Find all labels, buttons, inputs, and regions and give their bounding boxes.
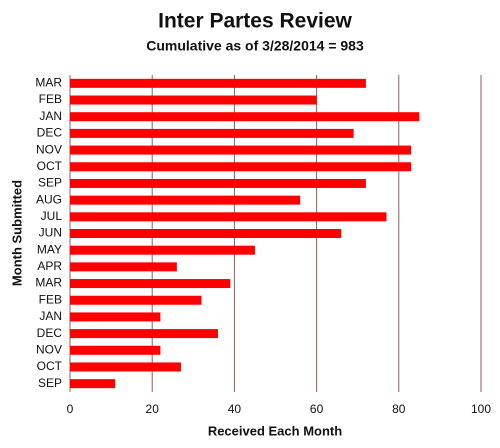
y-tick-label: AUG xyxy=(36,192,62,206)
y-tick-label: JAN xyxy=(39,309,62,323)
bar xyxy=(70,362,181,372)
bar xyxy=(70,262,177,272)
y-tick-label: SEP xyxy=(38,176,62,190)
y-tick-label: JUL xyxy=(41,209,63,223)
y-tick-label: DEC xyxy=(37,326,63,340)
bar xyxy=(70,112,420,122)
bar xyxy=(70,178,366,188)
bar xyxy=(70,162,412,172)
bar xyxy=(70,212,387,222)
y-tick-label: NOV xyxy=(36,342,62,356)
chart-title: Inter Partes Review xyxy=(158,10,352,33)
y-tick-label: OCT xyxy=(37,359,63,373)
x-tick-label: 0 xyxy=(67,402,74,416)
y-tick-label: FEB xyxy=(39,292,62,306)
bar xyxy=(70,329,218,339)
y-tick-label: MAY xyxy=(37,242,62,256)
bar xyxy=(70,245,255,255)
bar xyxy=(70,312,161,322)
x-axis-label: Received Each Month xyxy=(208,423,342,438)
y-tick-label: APR xyxy=(37,259,62,273)
bar xyxy=(70,95,317,105)
bar xyxy=(70,78,366,88)
y-tick-label: DEC xyxy=(37,126,63,140)
bar xyxy=(70,128,354,138)
x-tick-label: 60 xyxy=(310,402,324,416)
bar xyxy=(70,345,161,355)
y-tick-label: MAR xyxy=(35,76,62,90)
bar xyxy=(70,145,412,155)
bar xyxy=(70,379,116,389)
y-tick-label: JUN xyxy=(39,226,62,240)
bar xyxy=(70,195,301,205)
chart-subtitle: Cumulative as of 3/28/2014 = 983 xyxy=(146,38,364,54)
x-tick-label: 100 xyxy=(471,402,491,416)
y-tick-label: OCT xyxy=(37,159,63,173)
y-tick-label: NOV xyxy=(36,142,62,156)
y-tick-label: SEP xyxy=(38,376,62,390)
y-tick-label: MAR xyxy=(35,276,62,290)
y-tick-label: JAN xyxy=(39,109,62,123)
x-tick-label: 40 xyxy=(228,402,242,416)
y-axis-label: Month Submitted xyxy=(9,180,24,286)
y-tick-label: FEB xyxy=(39,92,62,106)
x-tick-label: 20 xyxy=(146,402,160,416)
x-tick-label: 80 xyxy=(392,402,406,416)
bar xyxy=(70,295,202,305)
bar xyxy=(70,229,342,238)
bar xyxy=(70,279,231,289)
